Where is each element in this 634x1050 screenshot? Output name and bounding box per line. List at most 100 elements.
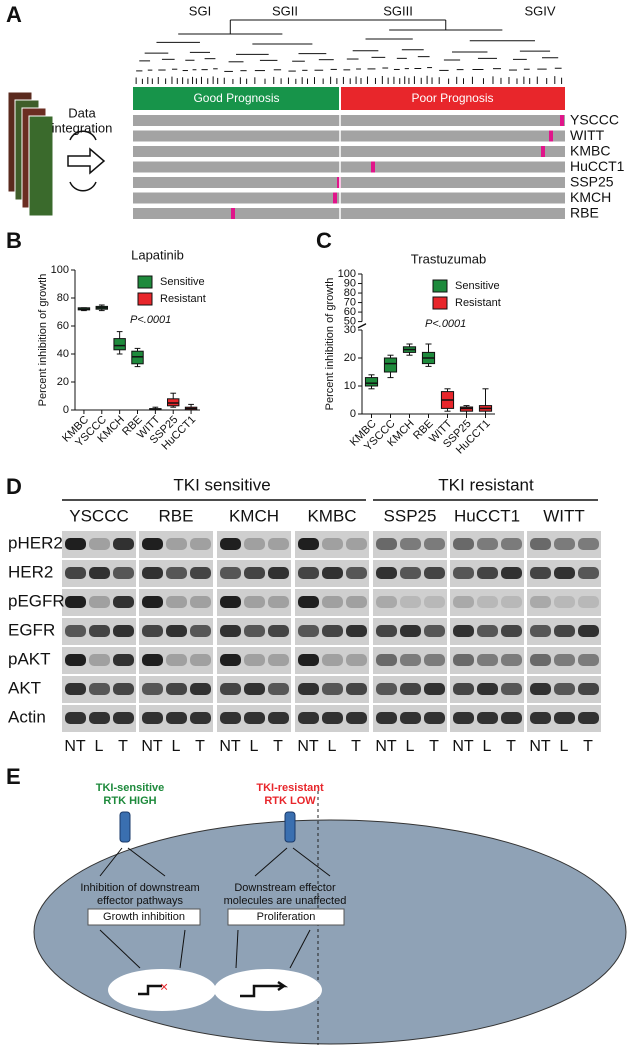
blot-band	[244, 712, 265, 724]
blot-band	[554, 596, 575, 608]
blot-band	[578, 683, 599, 695]
blot-band	[453, 538, 474, 550]
y-axis-label: Percent inhibition of growth	[37, 274, 49, 407]
cluster-label: SGI	[189, 3, 211, 18]
panel-label: B	[6, 228, 22, 253]
blot-band	[578, 538, 599, 550]
blot-band	[578, 712, 599, 724]
blot-band	[65, 654, 86, 666]
lane-label: NT	[452, 738, 474, 755]
y-tick-label: 100	[338, 268, 356, 280]
y-tick-label: 100	[51, 264, 69, 276]
blot-band	[554, 567, 575, 579]
protein-label: pAKT	[8, 649, 51, 668]
blot-band	[424, 712, 445, 724]
blot-band	[298, 538, 319, 550]
blot-band	[142, 683, 163, 695]
blot-band	[501, 625, 522, 637]
y-tick-label: 80	[57, 292, 69, 304]
protein-label: Actin	[8, 707, 46, 726]
blot-band	[322, 596, 343, 608]
protein-label: EGFR	[8, 620, 55, 639]
legend-label: Resistant	[160, 293, 206, 305]
sample-marker	[337, 177, 341, 188]
blot-band	[142, 654, 163, 666]
blot-band	[477, 596, 498, 608]
protein-label: pHER2	[8, 533, 63, 552]
blot-band	[244, 596, 265, 608]
blot-band	[578, 596, 599, 608]
blot-band	[322, 567, 343, 579]
lane-label: T	[351, 738, 361, 755]
blot-band	[65, 712, 86, 724]
blot-band	[346, 654, 367, 666]
blot-band	[65, 567, 86, 579]
y-tick-label: 80	[344, 287, 356, 299]
y-tick-label: 90	[344, 277, 356, 289]
blot-band	[298, 625, 319, 637]
blot-band	[113, 538, 134, 550]
lane-label: L	[406, 738, 415, 755]
blot-band	[113, 712, 134, 724]
sample-row	[133, 146, 565, 157]
sample-row	[133, 208, 565, 219]
blot-background	[373, 589, 447, 616]
cell-line-label: SSP25	[384, 506, 437, 525]
blot-band	[244, 625, 265, 637]
blot-band	[554, 654, 575, 666]
blot-band	[501, 712, 522, 724]
blot-band	[501, 567, 522, 579]
y-tick-label: 20	[344, 352, 356, 364]
blot-band	[142, 538, 163, 550]
protein-label: pEGFR	[8, 591, 65, 610]
blot-band	[244, 538, 265, 550]
blot-band	[268, 625, 289, 637]
y-axis-label: Percent inhibition of growth	[324, 278, 336, 411]
lane-label: T	[506, 738, 516, 755]
cell-line-label: HuCCT1	[454, 506, 520, 525]
sample-row	[133, 161, 565, 173]
blot-band	[453, 654, 474, 666]
blot-band	[424, 596, 445, 608]
box	[113, 338, 126, 351]
blot-band	[113, 654, 134, 666]
blot-band	[578, 654, 599, 666]
blot-band	[220, 712, 241, 724]
box	[364, 377, 379, 387]
blot-band	[530, 712, 551, 724]
blot-band	[322, 654, 343, 666]
cell-line-label: RBE	[570, 205, 599, 221]
blot-band	[166, 654, 187, 666]
blot-band	[424, 538, 445, 550]
diagram-text: RTK HIGH	[103, 795, 156, 807]
blot-band	[453, 567, 474, 579]
sample-marker	[333, 192, 337, 204]
lane-label: T	[273, 738, 283, 755]
blot-band	[554, 538, 575, 550]
blot-band	[346, 683, 367, 695]
blot-band	[400, 712, 421, 724]
sample-row	[133, 130, 565, 142]
integration-arrows	[67, 130, 106, 192]
blot-band	[190, 538, 211, 550]
y-tick-label: 50	[344, 316, 356, 328]
cell-line-label: KMBC	[570, 143, 610, 159]
blot-band	[578, 567, 599, 579]
cell-line-label: YSCCC	[570, 112, 619, 128]
y-tick-label: 70	[344, 296, 356, 308]
blot-band	[400, 538, 421, 550]
blot-band	[89, 596, 110, 608]
blot-band	[268, 654, 289, 666]
y-tick-label: 30	[344, 324, 356, 336]
blot-band	[376, 596, 397, 608]
blot-band	[89, 712, 110, 724]
blot-band	[477, 538, 498, 550]
blot-band	[400, 567, 421, 579]
prognosis-label: Poor Prognosis	[411, 91, 493, 105]
cluster-label: SGII	[272, 3, 298, 18]
diagram-text: Inhibition of downstream	[80, 882, 199, 894]
blot-band	[244, 683, 265, 695]
blot-band	[113, 625, 134, 637]
blot-band	[477, 683, 498, 695]
blot-band	[166, 683, 187, 695]
